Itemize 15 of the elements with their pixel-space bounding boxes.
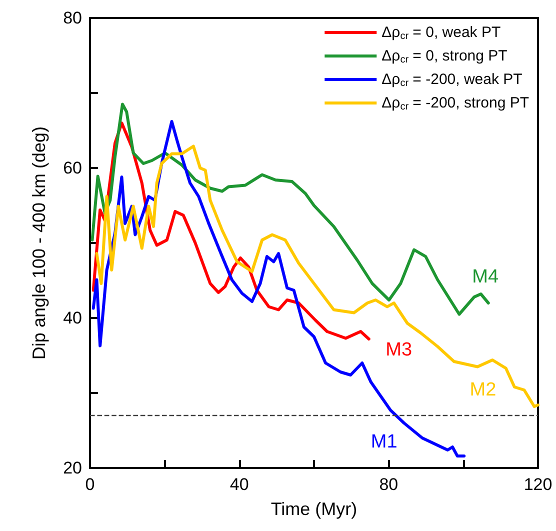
annotation: M4 (472, 266, 499, 288)
y-axis-title: Dip angle 100 - 400 km (deg) (29, 126, 49, 360)
y-tick-label: 20 (63, 458, 82, 478)
y-tick-label: 60 (63, 158, 82, 178)
x-axis-title: Time (Myr) (270, 499, 358, 519)
line-series (95, 144, 540, 408)
x-tick-label: 0 (85, 475, 95, 494)
x-tick-label: 120 (524, 475, 552, 494)
annotation: M1 (370, 432, 398, 452)
annotation: M3 (386, 340, 412, 360)
annotation: M2 (470, 380, 496, 400)
y-tick-label: 40 (63, 308, 82, 328)
x-tick-label: 80 (379, 475, 398, 494)
x-tick-label: 40 (230, 475, 249, 494)
y-tick-label: 80 (63, 8, 82, 28)
